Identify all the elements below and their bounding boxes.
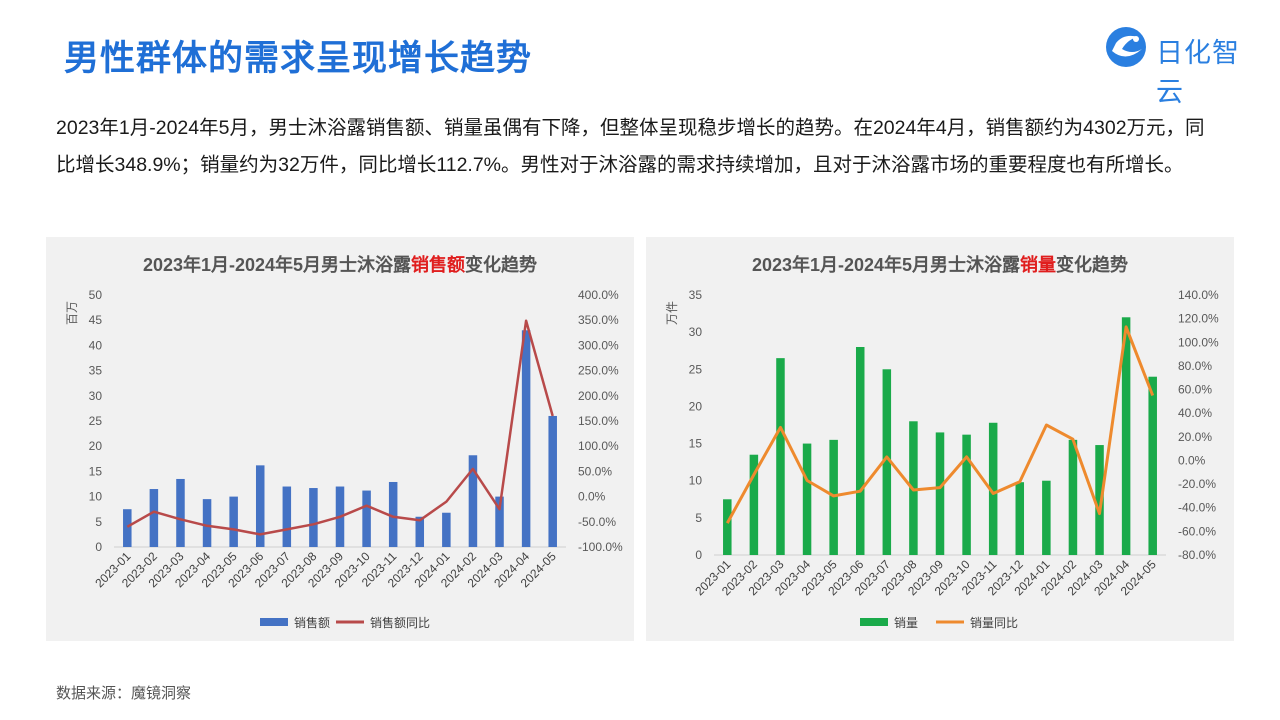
bar bbox=[548, 415, 557, 547]
y-tick-label: 5 bbox=[95, 515, 102, 529]
bar bbox=[521, 330, 531, 547]
legend-line-label: 销售额同比 bbox=[370, 615, 430, 630]
bar bbox=[1015, 482, 1025, 555]
y2-tick-label: 120.0% bbox=[1178, 312, 1219, 326]
y-tick-label: 25 bbox=[689, 362, 703, 376]
y-tick-label: 40 bbox=[89, 338, 103, 352]
legend-bar-swatch bbox=[260, 618, 288, 626]
logo-icon bbox=[1106, 27, 1146, 67]
y2-tick-label: 60.0% bbox=[1178, 383, 1212, 397]
bar bbox=[176, 478, 185, 547]
bar bbox=[935, 432, 945, 555]
y-tick-label: 30 bbox=[89, 389, 103, 403]
y2-tick-label: -80.0% bbox=[1178, 548, 1216, 562]
y2-tick-label: 100.0% bbox=[578, 439, 619, 453]
chart-svg: 0 5 10 15 20 25 30 35 -80.0% -60.0% -40.0% -20.0% 0.… bbox=[665, 288, 1219, 630]
y2-tick-label: 150.0% bbox=[578, 414, 619, 428]
chart-title: 2023年1月-2024年5月男士沐浴露销量变化趋势 bbox=[751, 255, 1129, 275]
bar bbox=[149, 489, 159, 547]
bar bbox=[776, 358, 785, 555]
y-tick-label: 25 bbox=[89, 414, 103, 428]
bar bbox=[802, 443, 812, 555]
yoy-line bbox=[126, 319, 554, 536]
y2-tick-label: 80.0% bbox=[1178, 359, 1212, 373]
sales-volume-chart: 2023年1月-2024年5月男士沐浴露销量变化趋势 0 5 10 15 20 25 30 3… bbox=[646, 237, 1234, 641]
y-tick-label: 35 bbox=[689, 288, 703, 302]
bar bbox=[749, 454, 759, 555]
sales-amount-chart: 2023年1月-2024年5月男士沐浴露销售额变化趋势 0 5 10 15 20 25 30… bbox=[46, 237, 634, 641]
page-title: 男性群体的需求呈现增长趋势 bbox=[64, 39, 533, 78]
bar bbox=[309, 488, 318, 547]
bar bbox=[388, 481, 398, 547]
y-tick-label: 0 bbox=[95, 540, 102, 554]
y-tick-label: 15 bbox=[689, 437, 703, 451]
legend-line-label: 销量同比 bbox=[970, 616, 1018, 630]
y-tick-label: 20 bbox=[89, 439, 103, 453]
y-tick-label: 10 bbox=[689, 474, 703, 488]
bar bbox=[855, 347, 865, 555]
y2-tick-label: 250.0% bbox=[578, 364, 619, 378]
bar bbox=[255, 465, 265, 547]
y2-tick-label: -100.0% bbox=[578, 540, 623, 554]
legend-bar-swatch bbox=[860, 618, 888, 626]
chart-svg: 0 5 10 15 20 25 30 35 40 45 50 -100.0% -50.0% 0.0% 50.… bbox=[65, 288, 623, 630]
y2-tick-label: 40.0% bbox=[1178, 406, 1212, 420]
y2-tick-label: -20.0% bbox=[1178, 477, 1216, 491]
bar bbox=[468, 455, 478, 547]
y-tick-label: 35 bbox=[89, 364, 103, 378]
bar bbox=[229, 496, 238, 547]
bar bbox=[123, 509, 132, 547]
y2-tick-label: 50.0% bbox=[578, 464, 612, 478]
y-tick-label: 15 bbox=[89, 464, 103, 478]
legend-bar-label: 销量 bbox=[894, 616, 918, 630]
yoy-line bbox=[725, 325, 1155, 524]
y2-tick-label: -40.0% bbox=[1178, 501, 1216, 515]
description-paragraph: 2023年1月-2024年5月，男士沐浴露销售额、销量虽偶有下降，但整体呈现稳步… bbox=[56, 117, 1205, 176]
y-tick-label: 20 bbox=[689, 399, 703, 413]
bar bbox=[1095, 445, 1104, 555]
y2-tick-label: 0.0% bbox=[578, 490, 606, 504]
y2-tick-label: 140.0% bbox=[1178, 288, 1219, 302]
bar bbox=[829, 439, 838, 555]
y2-tick-label: 350.0% bbox=[578, 313, 619, 327]
bar bbox=[442, 512, 451, 547]
brand-logo: 日化智云 bbox=[1102, 25, 1252, 107]
chart-title: 2023年1月-2024年5月男士沐浴露销售额变化趋势 bbox=[142, 255, 538, 275]
y2-tick-label: 20.0% bbox=[1178, 430, 1212, 444]
bar bbox=[1148, 376, 1157, 555]
y2-tick-label: 400.0% bbox=[578, 288, 619, 302]
bar bbox=[962, 434, 971, 555]
y-tick-label: 5 bbox=[695, 511, 702, 525]
bar bbox=[1121, 317, 1131, 555]
y-axis-label: 万件 bbox=[665, 301, 679, 325]
y2-tick-label: -50.0% bbox=[578, 515, 616, 529]
bar bbox=[495, 496, 504, 547]
y2-tick-label: 0.0% bbox=[1178, 453, 1206, 467]
y-tick-label: 10 bbox=[89, 490, 103, 504]
bar bbox=[202, 499, 212, 547]
bar bbox=[1042, 480, 1051, 555]
y-axis-label: 百万 bbox=[65, 301, 79, 325]
y2-tick-label: -60.0% bbox=[1178, 524, 1216, 538]
bar bbox=[282, 486, 292, 547]
y-tick-label: 50 bbox=[89, 288, 103, 302]
data-source-note: 数据来源：魔镜洞察 bbox=[56, 685, 192, 702]
y-tick-label: 30 bbox=[689, 325, 703, 339]
bar bbox=[415, 516, 425, 547]
y2-tick-label: 100.0% bbox=[1178, 335, 1219, 349]
y-tick-label: 0 bbox=[695, 548, 702, 562]
logo-text: 日化智云 bbox=[1156, 38, 1240, 107]
bar bbox=[1068, 439, 1078, 555]
y-tick-label: 45 bbox=[89, 313, 103, 327]
bar bbox=[882, 369, 892, 555]
bar bbox=[362, 490, 371, 547]
bar bbox=[988, 422, 998, 555]
bar bbox=[723, 499, 732, 555]
y2-tick-label: 200.0% bbox=[578, 389, 619, 403]
legend-bar-label: 销售额 bbox=[294, 615, 330, 630]
y2-tick-label: 300.0% bbox=[578, 338, 619, 352]
